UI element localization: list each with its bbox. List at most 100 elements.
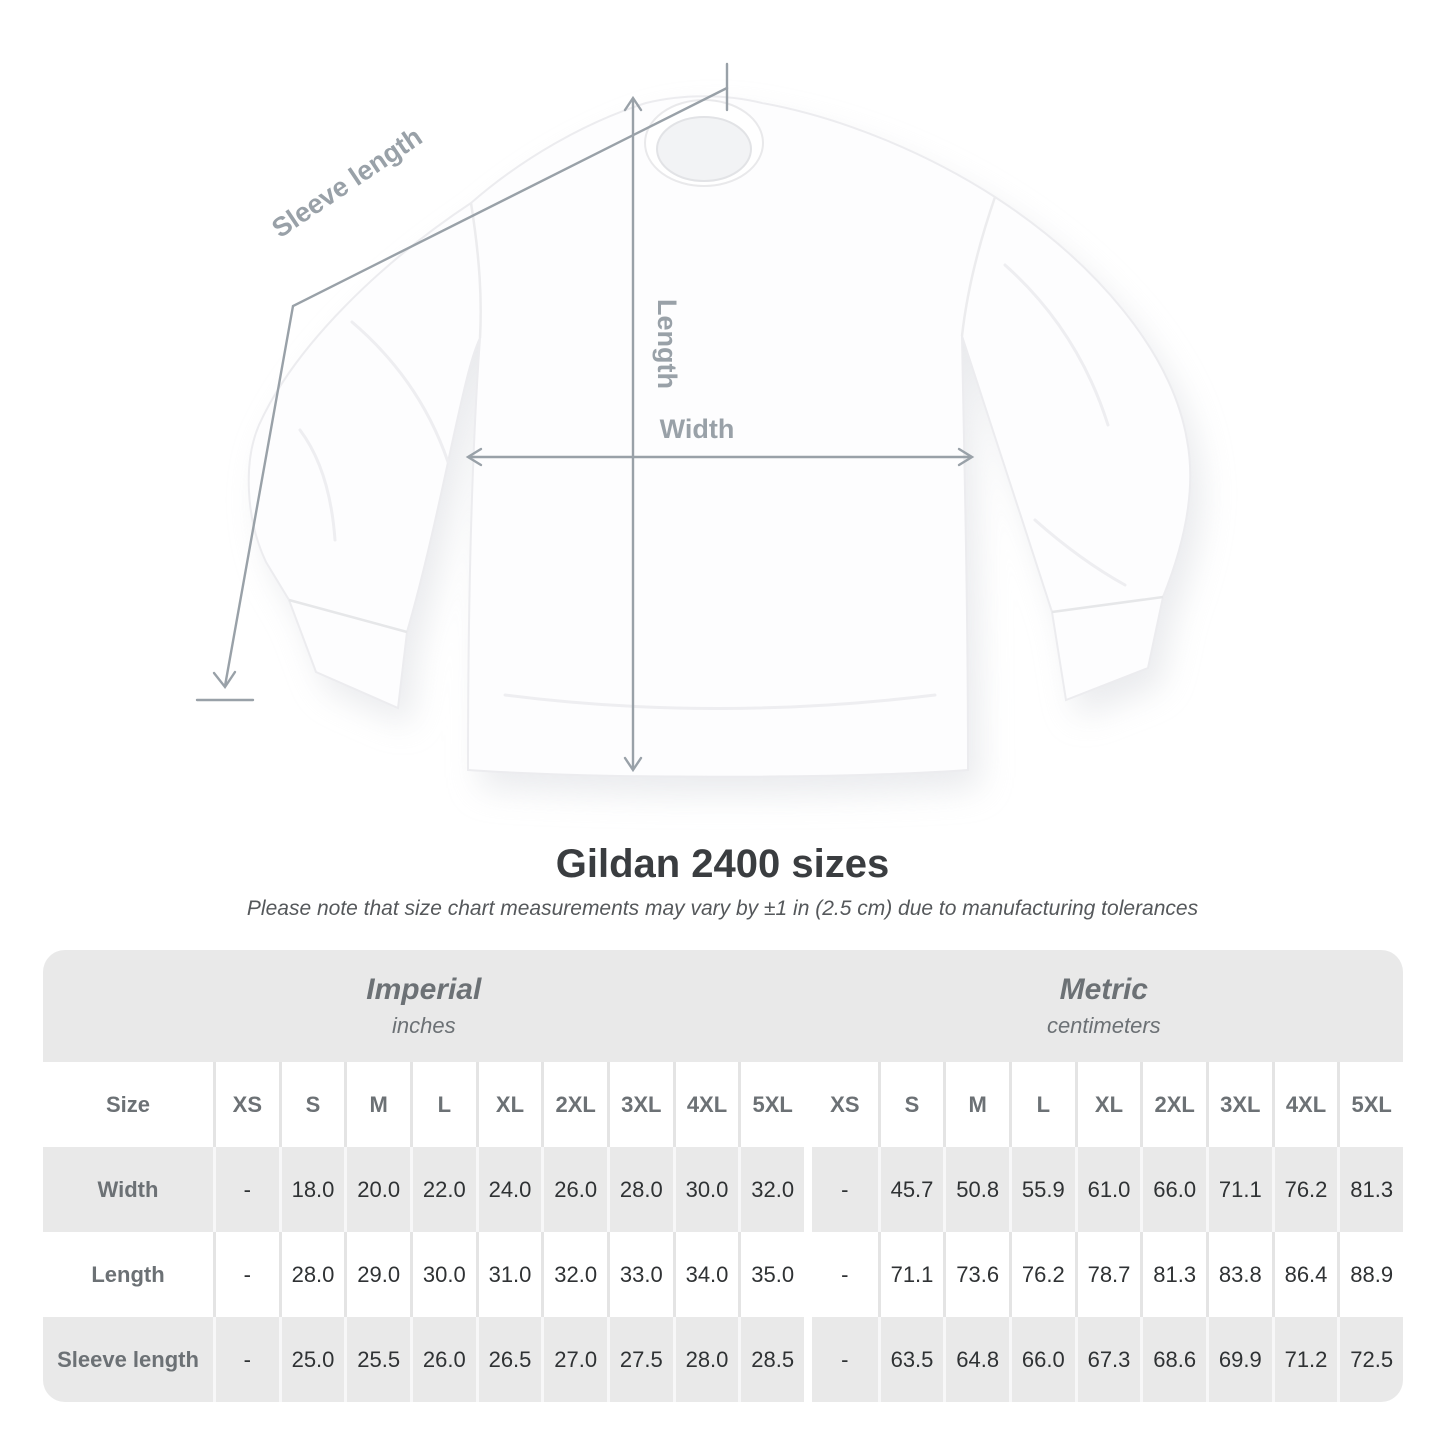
group-gap (804, 1317, 812, 1402)
width-s-in: 18.0 (278, 1147, 345, 1232)
width-4xl-in: 30.0 (672, 1147, 739, 1232)
page-title: Gildan 2400 sizes (555, 842, 890, 886)
size-header: 4XL (672, 1062, 739, 1147)
table-group-header: Imperial inches Metric centimeters (43, 950, 1403, 1062)
size-header: 2XL (1140, 1062, 1206, 1147)
width-s-cm: 45.7 (877, 1147, 944, 1232)
width-label: Width (660, 414, 735, 444)
sleeve-xs-in: - (213, 1317, 279, 1402)
length-m-in: 29.0 (344, 1232, 410, 1317)
sleeve-length-arrow (195, 62, 729, 702)
width-5xl-cm: 81.3 (1337, 1147, 1403, 1232)
imperial-group-header: Imperial inches (43, 973, 805, 1039)
group-gap (804, 1062, 812, 1147)
width-2xl-cm: 66.0 (1140, 1147, 1206, 1232)
size-header: M (943, 1062, 1009, 1147)
sleeve-s-in: 25.0 (278, 1317, 345, 1402)
width-arrow (465, 447, 975, 467)
length-xl-in: 31.0 (475, 1232, 542, 1317)
length-3xl-cm: 83.8 (1205, 1232, 1272, 1317)
sleeve-3xl-in: 27.5 (606, 1317, 673, 1402)
group-gap (804, 1147, 812, 1232)
size-header: L (1008, 1062, 1075, 1147)
size-header: S (278, 1062, 345, 1147)
length-l-in: 30.0 (409, 1232, 476, 1317)
length-xs-cm: - (811, 1232, 878, 1317)
length-2xl-in: 32.0 (541, 1232, 607, 1317)
width-m-in: 20.0 (344, 1147, 410, 1232)
width-4xl-cm: 76.2 (1271, 1147, 1338, 1232)
size-header: XS (811, 1062, 878, 1147)
sleeve-length-label: Sleeve length (266, 121, 427, 243)
imperial-title: Imperial (366, 973, 482, 1006)
metric-title: Metric (1059, 973, 1148, 1006)
width-m-cm: 50.8 (943, 1147, 1009, 1232)
length-5xl-cm: 88.9 (1337, 1232, 1403, 1317)
length-m-cm: 73.6 (943, 1232, 1009, 1317)
sleeve-5xl-in: 28.5 (738, 1317, 804, 1402)
size-header: 3XL (1205, 1062, 1272, 1147)
sleeve-4xl-in: 28.0 (672, 1317, 739, 1402)
sleeve-l-cm: 66.0 (1008, 1317, 1075, 1402)
row-label: Width (43, 1147, 213, 1232)
size-header: XL (475, 1062, 542, 1147)
width-2xl-in: 26.0 (541, 1147, 607, 1232)
corner-label: Size (43, 1062, 213, 1147)
length-arrow (623, 95, 643, 773)
length-4xl-cm: 86.4 (1271, 1232, 1338, 1317)
width-3xl-cm: 71.1 (1205, 1147, 1272, 1232)
length-s-in: 28.0 (278, 1232, 345, 1317)
length-label: Length (652, 299, 682, 389)
length-xl-cm: 78.7 (1074, 1232, 1141, 1317)
length-s-cm: 71.1 (877, 1232, 944, 1317)
table-row-width: Width - 18.0 20.0 22.0 24.0 26.0 28.0 30… (43, 1147, 1403, 1232)
size-header: L (409, 1062, 476, 1147)
collar (644, 99, 764, 187)
size-header: XS (213, 1062, 279, 1147)
size-header: 5XL (1337, 1062, 1403, 1147)
length-5xl-in: 35.0 (738, 1232, 804, 1317)
sleeve-2xl-cm: 68.6 (1140, 1317, 1206, 1402)
group-gap (804, 1232, 812, 1317)
sleeve-s-cm: 63.5 (877, 1317, 944, 1402)
sleeve-2xl-in: 27.0 (541, 1317, 607, 1402)
metric-group-header: Metric centimeters (805, 973, 1403, 1039)
title-block: Gildan 2400 sizes Please note that size … (0, 842, 1445, 921)
sleeve-m-in: 25.5 (344, 1317, 410, 1402)
size-header: XL (1074, 1062, 1141, 1147)
shirt-graphic (247, 95, 1192, 778)
size-header: 2XL (541, 1062, 607, 1147)
row-label: Length (43, 1232, 213, 1317)
sleeve-5xl-cm: 72.5 (1337, 1317, 1403, 1402)
length-xs-in: - (213, 1232, 279, 1317)
size-header: 3XL (606, 1062, 673, 1147)
length-l-cm: 76.2 (1008, 1232, 1075, 1317)
width-xs-cm: - (811, 1147, 878, 1232)
size-header: M (344, 1062, 410, 1147)
table-header-row: Size XS S M L XL 2XL 3XL 4XL 5XL XS S M … (43, 1062, 1403, 1147)
width-3xl-in: 28.0 (606, 1147, 673, 1232)
sleeve-l-in: 26.0 (409, 1317, 476, 1402)
size-header: 4XL (1271, 1062, 1338, 1147)
sleeve-3xl-cm: 69.9 (1205, 1317, 1272, 1402)
sleeve-xs-cm: - (811, 1317, 878, 1402)
length-4xl-in: 34.0 (672, 1232, 739, 1317)
width-xs-in: - (213, 1147, 279, 1232)
tolerance-note: Please note that size chart measurements… (246, 897, 1199, 920)
width-xl-in: 24.0 (475, 1147, 542, 1232)
width-l-in: 22.0 (409, 1147, 476, 1232)
sleeve-4xl-cm: 71.2 (1271, 1317, 1338, 1402)
sleeve-m-cm: 64.8 (943, 1317, 1009, 1402)
size-header: 5XL (738, 1062, 804, 1147)
sleeve-xl-in: 26.5 (475, 1317, 542, 1402)
width-5xl-in: 32.0 (738, 1147, 804, 1232)
length-2xl-cm: 81.3 (1140, 1232, 1206, 1317)
length-3xl-in: 33.0 (606, 1232, 673, 1317)
row-label: Sleeve length (43, 1317, 213, 1402)
table-row-sleeve-length: Sleeve length - 25.0 25.5 26.0 26.5 27.0… (43, 1317, 1403, 1402)
measurement-annotations (195, 62, 975, 773)
size-table: Imperial inches Metric centimeters Size … (43, 950, 1403, 1402)
width-l-cm: 55.9 (1008, 1147, 1075, 1232)
size-header: S (877, 1062, 944, 1147)
